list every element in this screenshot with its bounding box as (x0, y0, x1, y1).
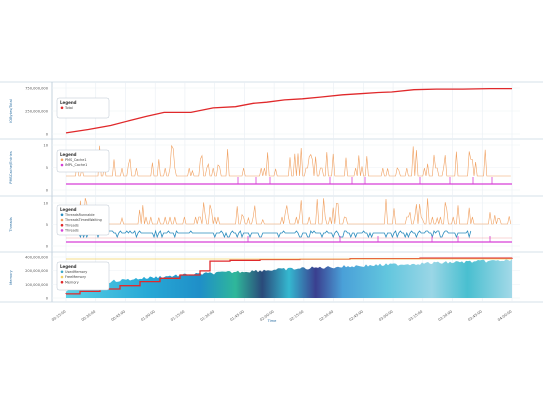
series-line-timed-waiting (66, 198, 512, 225)
legend-entry: Threads (64, 229, 79, 233)
x-tick-label: 00:45:00 (111, 309, 127, 322)
y-axis-label: Threads (9, 217, 13, 233)
legend-title: Legend (60, 152, 77, 157)
x-tick-label: 00:30:00 (81, 309, 97, 322)
legend-entry: Memory (65, 280, 79, 284)
legend-title: Legend (60, 100, 77, 105)
series-line-total (65, 87, 512, 134)
x-tick-label: 02:30:00 (319, 309, 335, 322)
y-tick-label: 5 (46, 166, 48, 170)
legend-marker (60, 280, 64, 284)
y-tick-label: 0 (46, 297, 49, 301)
legend-entry: ThreadsTimedWaiting (64, 218, 102, 222)
y-tick-label: 0 (46, 133, 49, 137)
legend-marker (60, 218, 64, 222)
legend-entry: ThreadsRunnable (64, 213, 95, 217)
legend-box (56, 261, 110, 291)
legend-marker (60, 163, 64, 167)
legend-entry: PMS_Cache1 (65, 158, 87, 162)
legend-entry: IMPL_Cache1 (65, 163, 87, 167)
legend-marker (60, 106, 64, 110)
y-tick-label: 0 (46, 189, 49, 193)
y-axis-label: IOBytes/Total (9, 99, 13, 123)
legend-title: Legend (60, 264, 77, 269)
legend-marker (60, 223, 64, 227)
y-tick-label: 5 (46, 223, 48, 227)
legend-entry: UsedMemory (65, 270, 87, 274)
legend-box (56, 97, 110, 119)
x-tick-label: 03:45:00 (467, 309, 483, 322)
legend-entry: FreeMemory (65, 275, 86, 279)
y-tick-label: 200,000,000 (25, 269, 49, 273)
series-line-pms-cache (66, 144, 511, 177)
x-axis-label: Time (267, 319, 278, 323)
legend-marker (60, 270, 64, 274)
y-tick-label: 10 (43, 144, 48, 148)
x-tick-label: 01:30:00 (200, 309, 216, 322)
x-tick-label: 01:15:00 (170, 309, 186, 322)
x-tick-label: 04:00:00 (497, 309, 513, 322)
y-tick-label: 0 (46, 245, 49, 249)
legend-marker (60, 213, 64, 217)
legend-marker (60, 229, 64, 232)
y-tick-label: 750,000,000 (25, 87, 49, 91)
x-tick-label: 00:15:00 (51, 309, 67, 322)
x-tick-label: 03:15:00 (408, 309, 424, 322)
y-tick-label: 10 (43, 202, 48, 206)
y-tick-label: 100,000,000 (25, 283, 49, 287)
series-line-runnable (66, 229, 472, 239)
x-tick-label: 03:00:00 (378, 309, 394, 322)
legend-entry: Total (64, 106, 73, 110)
x-tick-label: 02:45:00 (348, 309, 364, 322)
y-tick-label: 400,000,000 (25, 256, 49, 260)
y-axis-label: Memory (9, 269, 13, 284)
legend: LegendThreadsRunnableThreadsTimedWaiting… (56, 204, 110, 236)
legend-title: Legend (60, 207, 77, 212)
legend-entry: Threads (64, 223, 79, 227)
legend-box (56, 149, 110, 173)
x-tick-label: 01:45:00 (229, 309, 245, 322)
y-tick-label: 250,000,000 (25, 110, 49, 114)
y-axis-label: PMSCache/Entries (9, 151, 13, 184)
legend-box (56, 204, 110, 236)
x-tick-label: 03:30:00 (438, 309, 454, 322)
series-area-used-memory (66, 259, 512, 298)
x-tick-label: 02:15:00 (289, 309, 305, 322)
x-tick-label: 01:00:00 (140, 309, 156, 322)
legend-marker (60, 275, 64, 279)
legend-marker (60, 158, 64, 162)
